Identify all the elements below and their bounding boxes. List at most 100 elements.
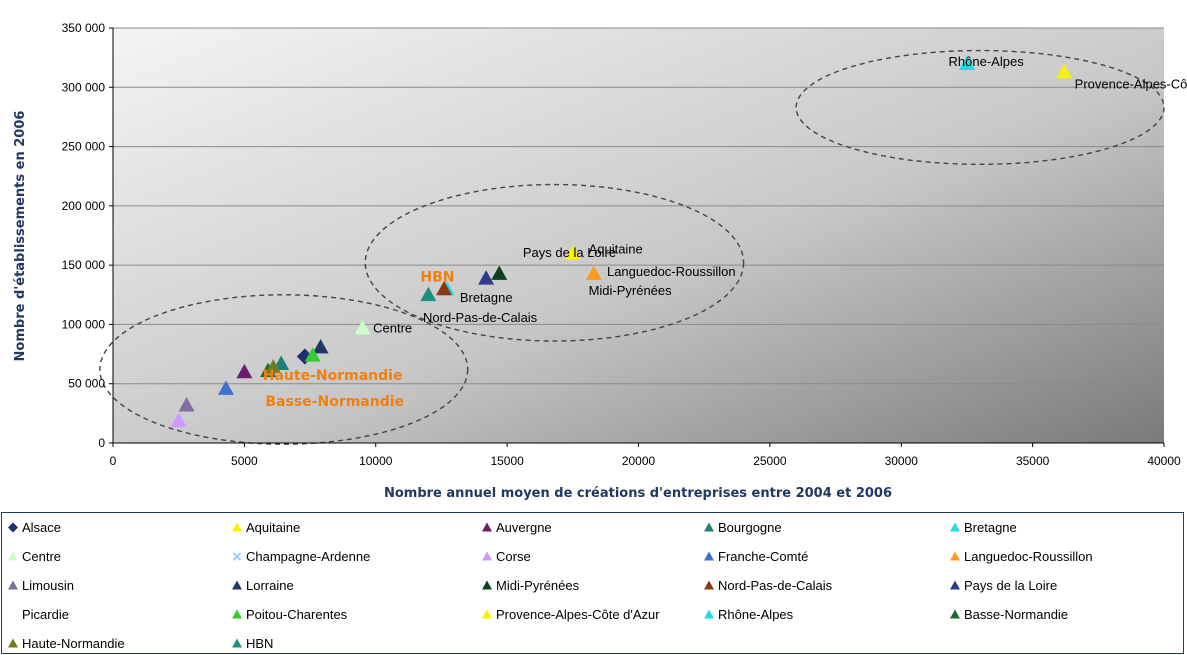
data-point — [312, 338, 329, 354]
legend-marker-shape — [8, 551, 18, 561]
legend-marker-shape — [950, 609, 960, 619]
data-point — [265, 359, 282, 374]
plot-area — [113, 28, 1164, 443]
legend-marker — [482, 522, 492, 532]
scatter-chart: Rhône-Alpes Provence-Alpes-Côte d'Azur Pay… — [13, 21, 1187, 501]
legend-marker — [950, 609, 960, 619]
legend-item: Auvergne — [480, 517, 552, 537]
legend-marker — [8, 551, 18, 561]
x-tick-label: 5000 — [231, 454, 258, 468]
legend-marker-shape — [950, 522, 960, 532]
x-axis-title: Nombre annuel moyen de créations d'entre… — [384, 486, 892, 501]
legend-item: Nord-Pas-de-Calais — [702, 575, 832, 595]
x-tick-label: 20000 — [622, 454, 656, 468]
legend-item: Franche-Comté — [702, 546, 808, 566]
legend-label: Centre — [22, 548, 62, 564]
legend-marker — [8, 580, 18, 590]
legend-label: Bourgogne — [718, 519, 782, 535]
legend-marker — [950, 580, 960, 590]
legend-marker-shape — [482, 609, 492, 619]
y-tick-label: 200 000 — [62, 199, 106, 213]
legend-marker-shape — [704, 609, 714, 619]
legend-item: Aquitaine — [230, 517, 300, 537]
point-label: Aquitaine — [589, 241, 643, 256]
legend-label: Bretagne — [964, 519, 1017, 535]
point-label: Midi-Pyrénées — [589, 283, 673, 298]
legend-label: Nord-Pas-de-Calais — [718, 577, 833, 593]
legend-label: Languedoc-Roussillon — [964, 548, 1093, 564]
legend-label: Aquitaine — [246, 519, 301, 535]
y-axis-title: Nombre d'établissements en 2006 — [13, 111, 28, 362]
legend-marker — [950, 522, 960, 532]
legend-marker — [950, 551, 960, 561]
y-tick-label: 0 — [98, 436, 105, 450]
legend-marker-shape — [704, 551, 714, 561]
data-point — [478, 270, 495, 285]
legend-item: Limousin — [6, 575, 74, 595]
legend-marker — [8, 522, 18, 533]
legend-marker-shape — [482, 522, 492, 532]
legend-item: Bretagne — [948, 517, 1017, 537]
legend-marker — [232, 609, 242, 619]
point-label: Basse-Normandie — [265, 394, 404, 410]
legend-label: Lorraine — [246, 577, 294, 593]
legend-marker — [6, 607, 20, 621]
point-label: Bretagne — [460, 290, 513, 305]
legend-item: Provence-Alpes-Côte d'Azur — [480, 604, 660, 624]
legend-marker-shape — [704, 522, 714, 532]
chart-legend: Alsace Aquitaine Auvergne Bourgogne Bretagne… — [1, 512, 1184, 654]
legend-marker — [232, 638, 242, 648]
legend-label: Franche-Comté — [718, 548, 809, 564]
legend-marker-shape — [232, 580, 242, 590]
legend-item: HBN — [230, 633, 273, 653]
legend-label: HBN — [246, 635, 274, 651]
legend-label: Champagne-Ardenne — [246, 548, 371, 564]
x-tick-label: 40000 — [1147, 454, 1181, 468]
legend-marker-shape — [482, 551, 492, 561]
data-point — [236, 363, 253, 379]
legend-marker — [482, 580, 492, 590]
legend-label: Picardie — [22, 606, 69, 622]
point-label: Haute-Normandie — [263, 368, 403, 384]
data-point — [564, 245, 581, 260]
legend-marker-shape — [8, 638, 18, 648]
group-ellipse — [795, 49, 1165, 166]
legend-item: Midi-Pyrénées — [480, 575, 579, 595]
legend-item: Pays de la Loire — [948, 575, 1057, 595]
legend-label: Limousin — [22, 577, 75, 593]
legend-label: Pays de la Loire — [964, 577, 1058, 593]
legend-item: Languedoc-Roussillon — [948, 546, 1093, 566]
point-label: Pays de la Loire — [523, 245, 616, 260]
point-label: Provence-Alpes-Côte d'Azur — [1075, 76, 1187, 91]
legend-label: Auvergne — [496, 519, 552, 535]
legend-item: Picardie — [6, 604, 69, 624]
data-point — [1056, 63, 1073, 79]
data-point — [585, 265, 602, 280]
legend-label: Poitou-Charentes — [246, 606, 348, 622]
legend-marker-shape — [232, 609, 242, 619]
point-label: Centre — [373, 321, 412, 336]
legend-marker — [482, 609, 492, 619]
group-ellipse — [99, 294, 469, 445]
legend-label: Rhône-Alpes — [718, 606, 794, 622]
legend-item: Bourgogne — [702, 517, 782, 537]
point-label: Rhône-Alpes — [949, 54, 1025, 69]
legend-marker — [232, 580, 242, 590]
y-tick-label: 350 000 — [62, 21, 106, 35]
group-ellipse — [364, 183, 745, 342]
legend-marker — [704, 522, 714, 532]
x-tick-label: 25000 — [753, 454, 787, 468]
legend-item: Lorraine — [230, 575, 294, 595]
point-label: HBN — [420, 270, 454, 286]
x-tick-label: 30000 — [885, 454, 919, 468]
legend-marker-shape — [704, 580, 714, 590]
legend-item: Alsace — [6, 517, 61, 537]
data-point — [491, 265, 508, 280]
legend-marker — [232, 522, 242, 532]
legend-marker-shape — [950, 580, 960, 590]
legend-marker — [8, 638, 18, 648]
data-point — [178, 397, 195, 412]
legend-label: Alsace — [22, 519, 62, 535]
legend-item: Basse-Normandie — [948, 604, 1068, 624]
legend-marker-shape — [8, 580, 18, 590]
